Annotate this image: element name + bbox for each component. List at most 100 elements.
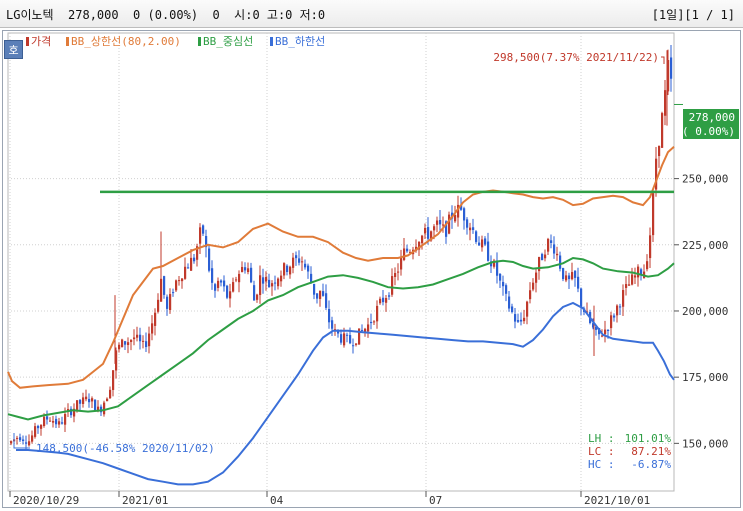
candle-body [421,235,424,244]
y-tick-label: 225,000 [682,239,728,252]
candle-body [613,315,616,318]
period-pager[interactable]: [1일][1 / 1] [651,8,735,22]
candle-body [559,255,562,269]
candle-body [61,422,64,424]
candle-body [463,208,466,221]
candle-body [562,268,565,280]
candle-body [49,420,52,422]
candle-body [640,269,643,276]
candle-body [511,306,514,313]
y-tick-label: 150,000 [682,437,728,450]
x-tick-label: 2021/01 [122,494,168,507]
candle-body [469,227,472,231]
candle-body [370,321,373,324]
candle-body [166,296,169,309]
candle-body [670,57,673,79]
candle-body [142,340,145,342]
candle-body [514,314,517,322]
candle-body [547,238,550,252]
candle-body [304,263,307,268]
candle-body [343,333,346,346]
y-tick-label: 250,000 [682,173,728,186]
candle-body [373,321,376,323]
stat-value: -6.87% [631,458,671,471]
candle-body [241,266,244,272]
quote-button[interactable]: 호 [4,40,23,59]
candle-body [130,340,133,343]
candle-body [394,273,397,277]
candle-body [628,284,631,286]
candle-body [454,214,457,222]
candle-body [571,272,574,280]
candle-body [310,273,313,284]
candle-body [196,246,199,260]
candle-body [496,260,499,276]
legend-swatch [198,37,201,46]
stat-label: HC : [588,458,615,471]
candle-body [133,337,136,340]
candle-body [16,437,19,439]
candle-body [427,227,430,239]
candle-body [193,257,196,262]
candle-body [103,402,106,415]
candle-body [340,334,343,343]
candle-body [385,298,388,303]
candle-body [43,416,46,426]
candle-body [97,406,100,412]
candle-body [322,291,325,296]
candle-body [172,292,175,294]
y-tick-label: 175,000 [682,371,728,384]
low-annotation: 148,500(-46.58% 2020/11/02) [36,442,215,455]
candle-body [283,263,286,276]
candle-body [409,251,412,253]
candle-body [34,426,37,437]
candle-body [178,280,181,282]
candle-body [619,306,622,308]
candle-body [631,274,634,285]
candle-body [466,219,469,228]
bb-upper-line [7,146,675,389]
candle-body [433,226,436,231]
legend-label: 가격 [31,35,51,48]
candle-body [262,277,265,284]
candle-body [625,284,628,288]
legend-label: BB_상한선(80,2.00) [71,35,181,48]
candle-body [94,399,97,412]
candle-body [76,400,79,410]
candle-body [649,235,652,259]
candle-body [328,308,331,323]
candle-body [109,389,112,399]
candle-body [565,275,568,281]
candle-body [493,260,496,267]
candle-body [391,276,394,295]
candle-body [289,266,292,275]
candle-body [79,399,82,404]
candle-body [121,339,124,348]
x-tick-label: 2021/10/01 [584,494,650,507]
candle-body [52,420,55,423]
legend-label: BB_중심선 [203,35,253,48]
candle-body [574,270,577,278]
candle-body [232,282,235,292]
current-price-box [683,109,739,139]
candle-body [349,335,352,344]
candle-body [484,238,487,245]
candle-body [481,239,484,248]
candle-body [490,261,493,267]
candle-body [286,265,289,273]
stat-label: LH : [588,432,615,445]
candle-body [169,294,172,311]
candle-body [364,328,367,333]
candle-body [187,267,190,269]
candle-body [163,276,166,295]
candle-body [556,253,559,256]
candle-body [298,258,301,263]
high-annotation-pointer [661,56,665,64]
legend-swatch [270,37,273,46]
legend-swatch [26,37,29,46]
candle-body [331,320,334,329]
candle-body [646,261,649,270]
candle-body [448,214,451,234]
candle-body [292,257,295,268]
candle-body [655,158,658,190]
